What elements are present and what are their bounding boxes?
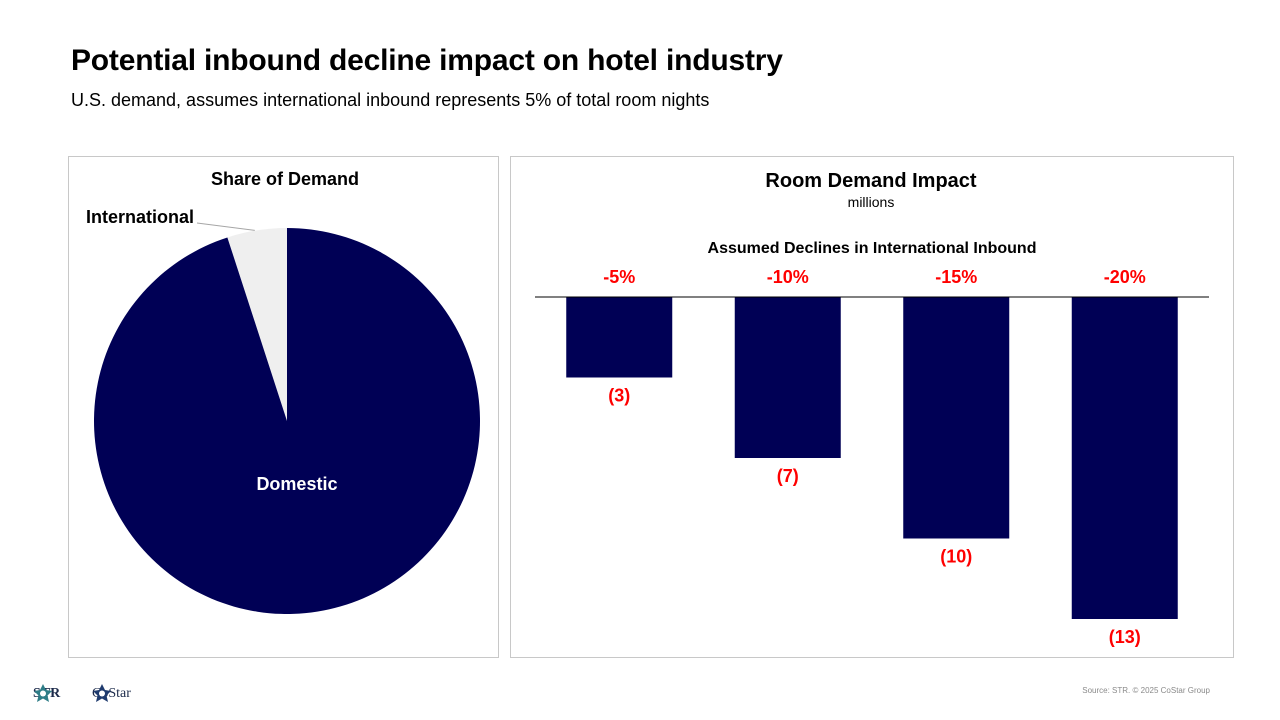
bar-category-label: -10% bbox=[767, 267, 809, 287]
bar-subtitle: millions bbox=[848, 194, 895, 210]
pie-label-international: International bbox=[86, 207, 194, 227]
bar-axis-label: Assumed Declines in International Inboun… bbox=[708, 240, 1037, 257]
pie-title: Share of Demand bbox=[211, 169, 359, 189]
bar-category-label: -20% bbox=[1104, 267, 1146, 287]
pie-slice-domestic bbox=[94, 228, 480, 614]
bar-data-label: (7) bbox=[777, 466, 799, 486]
bar-data-label: (13) bbox=[1109, 627, 1141, 647]
bar-3 bbox=[903, 297, 1010, 539]
costar-logo-icon bbox=[93, 684, 111, 702]
pie-label-domestic: Domestic bbox=[256, 474, 337, 494]
costar-logo: CoStar bbox=[92, 683, 131, 705]
room-demand-impact-panel: Room Demand Impact millions Assumed Decl… bbox=[510, 156, 1234, 658]
source-note: Source: STR. © 2025 CoStar Group bbox=[1082, 686, 1210, 695]
bar-category-label: -15% bbox=[935, 267, 977, 287]
bar-data-label: (10) bbox=[940, 547, 972, 567]
bar-4 bbox=[1071, 297, 1178, 619]
pie-chart: Share of Demand International Domestic bbox=[86, 169, 480, 614]
bar-2 bbox=[734, 297, 841, 458]
share-of-demand-panel: Share of Demand International Domestic bbox=[68, 156, 499, 658]
pie-leader-line bbox=[196, 222, 255, 231]
bar-title: Room Demand Impact bbox=[765, 170, 976, 192]
bar-category-label: -5% bbox=[603, 267, 635, 287]
bar-1 bbox=[566, 297, 673, 378]
bar-chart: Room Demand Impact millions Assumed Decl… bbox=[535, 170, 1209, 647]
bar-data-label: (3) bbox=[608, 386, 630, 406]
str-logo-icon bbox=[34, 684, 52, 702]
pie-slice-international bbox=[227, 228, 287, 421]
slide-title: Potential inbound decline impact on hote… bbox=[71, 44, 783, 77]
slide-subtitle: U.S. demand, assumes international inbou… bbox=[71, 90, 710, 110]
str-logo: STR bbox=[33, 683, 60, 705]
